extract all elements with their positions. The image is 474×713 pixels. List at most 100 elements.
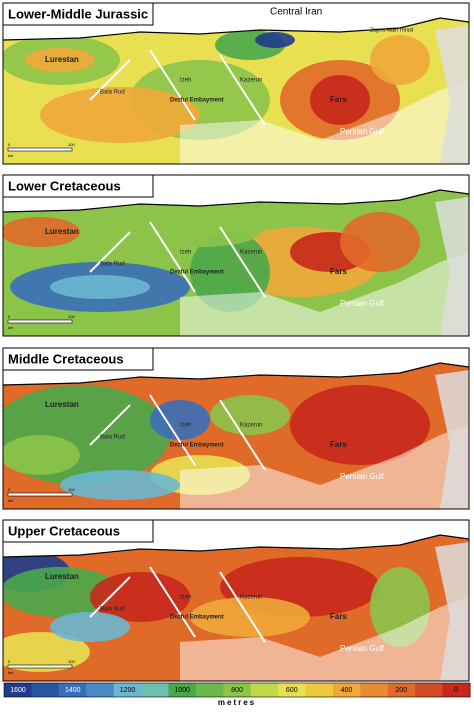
color-scale-border <box>3 682 471 698</box>
place-label: Bala Rud <box>100 90 125 96</box>
map-panel: Lower-Middle Jurassic Central Iran Zagros … <box>2 2 470 165</box>
contour-zone <box>90 572 190 622</box>
contour-zone <box>370 35 430 85</box>
contour-zone <box>50 275 150 299</box>
place-label: Bala Rud <box>100 435 125 441</box>
contour-zone <box>310 75 370 125</box>
place-label: Persian Gulf <box>340 644 385 653</box>
place-label: Kazerun <box>240 250 262 256</box>
place-label: Dezful Embayment <box>170 443 224 449</box>
thrust-line <box>3 17 469 41</box>
map-panel: Middle Cretaceous Lurestan Bala Rud Izeh Dez… <box>2 347 470 510</box>
fault-line <box>219 571 266 643</box>
fault-line <box>219 54 266 126</box>
contour-zone <box>150 400 210 440</box>
scale-bar <box>7 147 73 152</box>
place-label: Kazerun <box>240 78 262 84</box>
color-swatch <box>141 683 169 697</box>
scale-unit: metres <box>218 698 256 707</box>
color-swatch <box>360 683 389 697</box>
scale-label: 100 <box>68 142 75 147</box>
place-label: Bala Rud <box>100 262 125 268</box>
scale-label: 100 <box>68 487 75 492</box>
contour-zone <box>210 395 290 435</box>
contour-zone <box>3 632 90 672</box>
scale-label: km <box>8 153 14 158</box>
contour-zone <box>190 232 270 312</box>
region-label: Central Iran <box>270 7 322 18</box>
scale-label: km <box>8 325 14 330</box>
contour-zone <box>3 435 80 475</box>
thrust-line <box>3 189 469 213</box>
scale-bar <box>7 492 73 497</box>
scale-tick-label: 800 <box>231 687 243 694</box>
scale-tick-label: 200 <box>395 687 407 694</box>
panel-border <box>2 2 470 165</box>
color-swatch <box>415 683 444 697</box>
panel-title: Middle Cretaceous <box>8 351 124 366</box>
map <box>3 348 469 509</box>
color-swatch <box>305 683 334 697</box>
fault-line <box>89 404 131 446</box>
scale-tick-label: 1000 <box>174 687 190 694</box>
place-label: Dezful Embayment <box>170 270 224 276</box>
scale-label: 100 <box>68 659 75 664</box>
place-label: Persian Gulf <box>340 299 385 308</box>
thrust-line <box>3 362 469 386</box>
map <box>3 175 469 336</box>
scale-label: 0 <box>8 659 11 664</box>
scale-label: 0 <box>8 142 11 147</box>
place-label: Kazerun <box>240 595 262 601</box>
contour-zone <box>290 385 430 465</box>
contour-zone <box>40 87 200 143</box>
color-swatch <box>250 683 279 697</box>
scale-tick-label: 600 <box>286 687 298 694</box>
panel-border <box>2 519 470 682</box>
color-swatch <box>223 683 252 697</box>
fault-line <box>149 49 196 121</box>
contour-zone <box>50 612 130 642</box>
gulf-area <box>180 425 469 509</box>
contour-zone <box>340 212 420 272</box>
place-label: Fars <box>330 440 347 449</box>
color-swatch <box>442 683 471 697</box>
color-swatch <box>86 683 115 697</box>
scale-tick-label: 0 <box>454 687 458 694</box>
place-label: Izeh <box>180 250 191 256</box>
scale-tick-label: 1600 <box>10 687 26 694</box>
color-scale: 1600 1400 1200 1000 800 600 400 200 0 metres <box>3 682 471 707</box>
contour-zone <box>255 32 295 48</box>
place-label: Persian Gulf <box>340 472 385 481</box>
place-label: Lurestan <box>45 400 79 409</box>
map <box>3 520 469 681</box>
color-swatch <box>58 683 87 697</box>
contour-zone <box>3 217 80 247</box>
place-label: Fars <box>330 612 347 621</box>
fault-line <box>149 221 196 293</box>
contour-zone <box>25 48 95 72</box>
place-label: Izeh <box>180 595 191 601</box>
panel-title: Lower Cretaceous <box>8 178 121 193</box>
color-swatch <box>278 683 307 697</box>
color-swatch <box>113 683 142 697</box>
gulf-area <box>180 597 469 681</box>
scale-label: 100 <box>68 314 75 319</box>
fault-line <box>149 394 196 466</box>
panel-border <box>2 174 470 337</box>
scale-tick-label: 400 <box>341 687 353 694</box>
color-swatch <box>31 683 60 697</box>
fault-line <box>89 576 131 618</box>
scale-bar <box>7 319 73 324</box>
gulf-area <box>180 252 469 336</box>
fault-line <box>149 566 196 638</box>
place-label: Lurestan <box>45 227 79 236</box>
map-panel: Upper Cretaceous Lurestan Bala Rud Izeh Dezf… <box>2 519 470 682</box>
color-swatch <box>4 683 32 697</box>
place-label: Fars <box>330 95 347 104</box>
scale-tick-label: 1400 <box>65 687 81 694</box>
place-label: Persian Gulf <box>340 127 385 136</box>
place-label: Izeh <box>180 423 191 429</box>
contour-zone <box>140 217 260 247</box>
title-box <box>2 347 154 371</box>
